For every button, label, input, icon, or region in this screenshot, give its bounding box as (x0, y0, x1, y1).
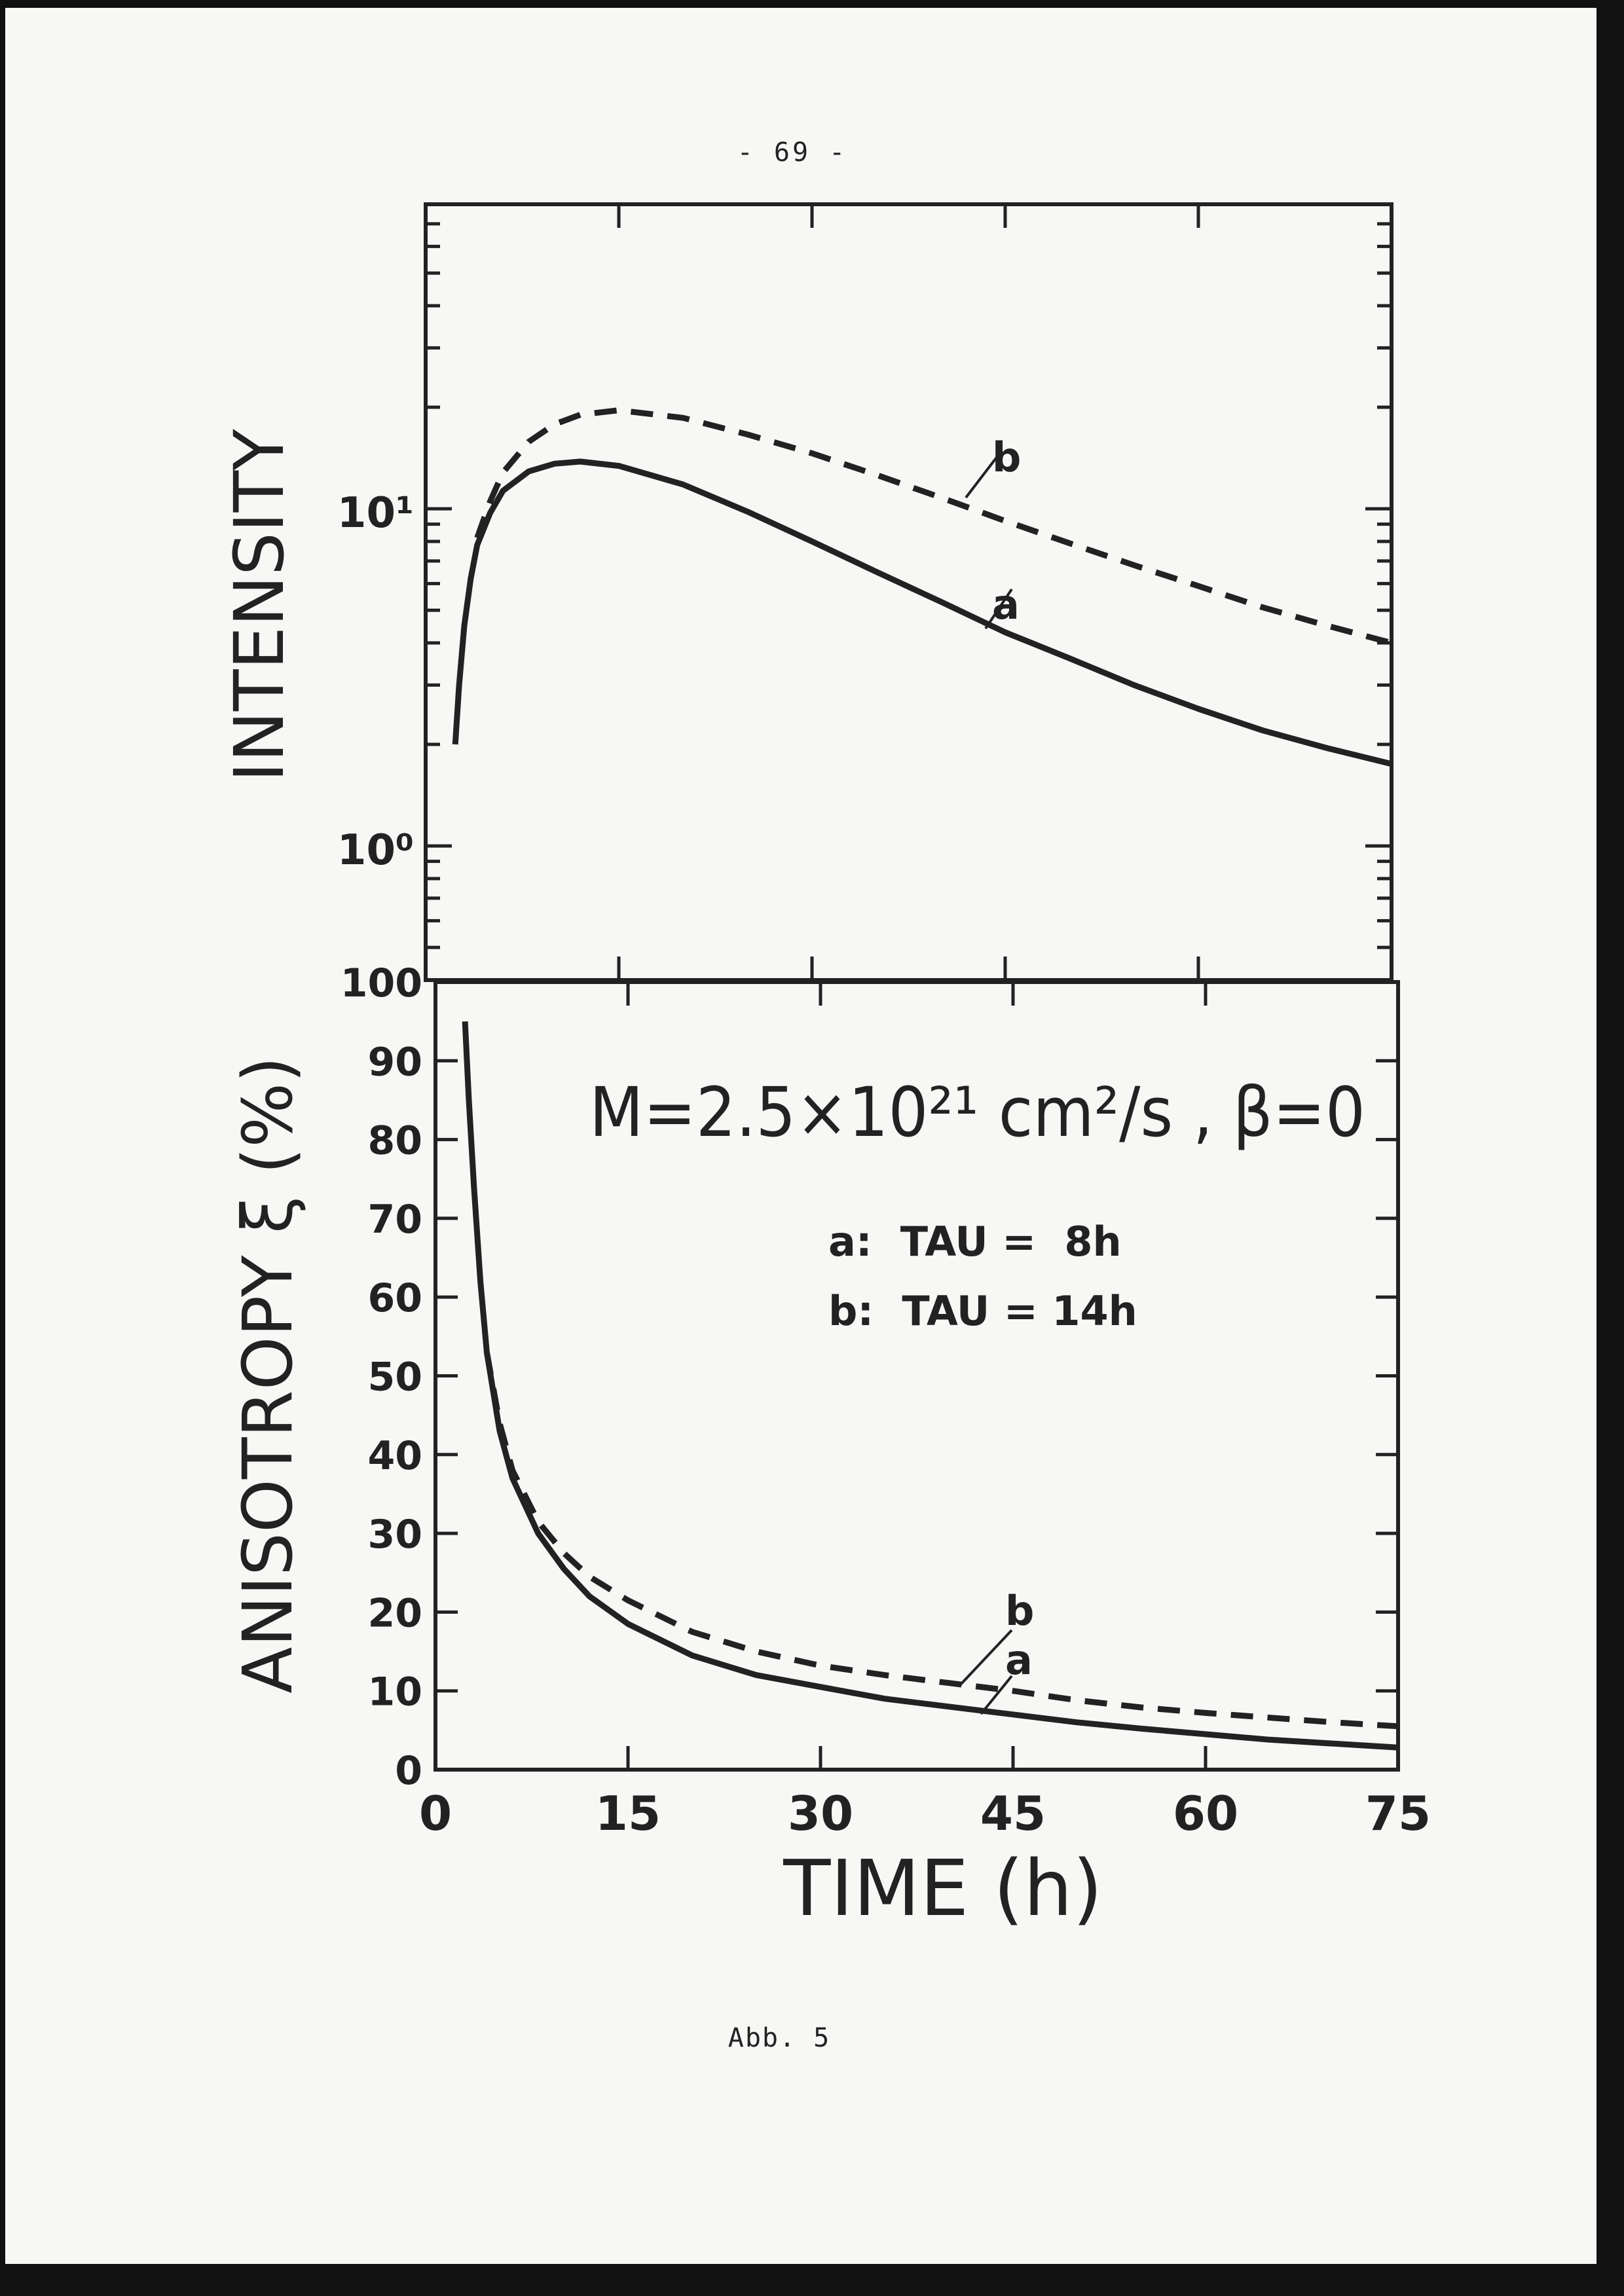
page-number: - 69 - (737, 137, 848, 168)
intensity-curves (452, 407, 1393, 767)
intensity-tick-label: 10⁰ (337, 826, 414, 875)
intensity-tick-labels: 10⁰ 10¹ (337, 489, 414, 875)
anisotropy-y-tick-label: 40 (368, 1433, 423, 1479)
intensity-series-a (452, 458, 1393, 767)
time-x-tick-label: 75 (1365, 1786, 1431, 1841)
time-x-tick-label: 60 (1173, 1786, 1238, 1841)
anisotropy-label-a-leader (980, 1675, 1013, 1715)
legend-entry-a: a: TAU = 8h (828, 1218, 1122, 1266)
anisotropy-axis-title: ANISOTROPY ξ (%) (228, 1056, 308, 1693)
anisotropy-curve-labels: ba (958, 1587, 1034, 1715)
intensity-axis-title: INTENSITY (219, 429, 299, 782)
intensity-ticks (426, 202, 1392, 982)
anisotropy-label-a: a (1005, 1636, 1033, 1684)
time-x-tick-label: 30 (788, 1786, 853, 1841)
time-axis-title: TIME (h) (783, 1843, 1103, 1933)
intensity-label-a: a (992, 581, 1020, 629)
intensity-label-b: b (992, 433, 1021, 481)
page-sheet (5, 8, 1596, 2264)
intensity-frame (424, 202, 1393, 982)
anisotropy-tick-labels: 0 10 20 30 40 50 60 70 80 90 100 0 15 30 45 60 75 (341, 960, 1431, 1841)
anisotropy-y-tick-label: 60 (368, 1275, 423, 1321)
intensity-curve-labels: ba (965, 433, 1021, 630)
time-x-tick-label: 45 (980, 1786, 1046, 1841)
anisotropy-label-b-leader (958, 1629, 1013, 1687)
anisotropy-y-tick-label: 100 (341, 960, 422, 1006)
anisotropy-series-b (483, 1351, 1399, 1730)
intensity-tick-label: 10¹ (337, 489, 414, 538)
anisotropy-ticks (435, 980, 1398, 1772)
anisotropy-y-tick-label: 0 (395, 1748, 422, 1794)
legend-entry-b: b: TAU = 14h (828, 1287, 1137, 1335)
anisotropy-y-tick-label: 50 (368, 1355, 423, 1400)
anisotropy-y-tick-label: 10 (368, 1669, 423, 1715)
anisotropy-y-tick-label: 20 (368, 1590, 423, 1636)
anisotropy-panel: 0 10 20 30 40 50 60 70 80 90 100 0 15 30 45 60 75 ba (341, 960, 1431, 1841)
anisotropy-y-tick-label: 90 (368, 1039, 423, 1085)
figure-caption: Abb. 5 (728, 2023, 831, 2053)
parameter-annotation: M=2.5×10²¹ cm²/s , β=0 (589, 1072, 1365, 1152)
anisotropy-label-b: b (1005, 1587, 1034, 1635)
intensity-label-b-leader (965, 449, 1003, 499)
anisotropy-series-a (462, 1021, 1399, 1751)
anisotropy-y-tick-label: 70 (368, 1197, 423, 1243)
intensity-series-b (474, 407, 1393, 646)
anisotropy-y-tick-label: 30 (368, 1512, 423, 1558)
time-x-tick-label: 0 (419, 1786, 452, 1841)
anisotropy-curves (462, 1021, 1399, 1751)
time-x-tick-label: 15 (595, 1786, 661, 1841)
intensity-label-a-leader (984, 588, 1013, 630)
anisotropy-y-tick-label: 80 (368, 1118, 423, 1164)
